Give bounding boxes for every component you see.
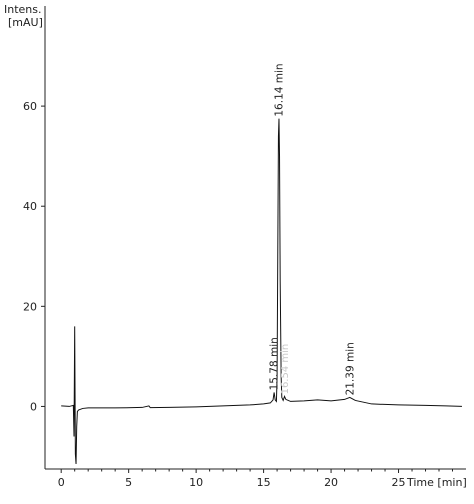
y-axis-label-line2: [mAU] xyxy=(8,16,43,29)
x-tick-label: 5 xyxy=(125,476,132,489)
chromatogram-trace xyxy=(61,118,462,465)
x-tick-label: 25 xyxy=(392,476,406,489)
x-tick-label: 15 xyxy=(257,476,271,489)
y-ticks-group: 0 20 40 60 xyxy=(23,100,45,413)
x-axis-label: Time [min] xyxy=(406,476,467,489)
y-tick-label: 20 xyxy=(23,300,37,313)
peak-label: 21.39 min xyxy=(344,342,356,395)
x-tick-label: 20 xyxy=(324,476,338,489)
y-tick-label: 60 xyxy=(23,100,37,113)
peak-label: 16.14 min xyxy=(273,63,285,116)
x-ticks-group: 0 5 10 15 20 25 xyxy=(58,469,454,489)
peak-label: 16.54 min xyxy=(280,344,291,395)
y-tick-label: 0 xyxy=(30,400,37,413)
peak-labels-group: 16.14 min 15.78 min 21.39 min 16.54 min xyxy=(269,63,357,395)
x-tick-label: 0 xyxy=(58,476,65,489)
x-tick-label: 10 xyxy=(189,476,203,489)
peak-label: 15.78 min xyxy=(269,337,281,390)
y-tick-label: 40 xyxy=(23,200,37,213)
y-axis-label-line1: Intens. xyxy=(4,3,42,16)
